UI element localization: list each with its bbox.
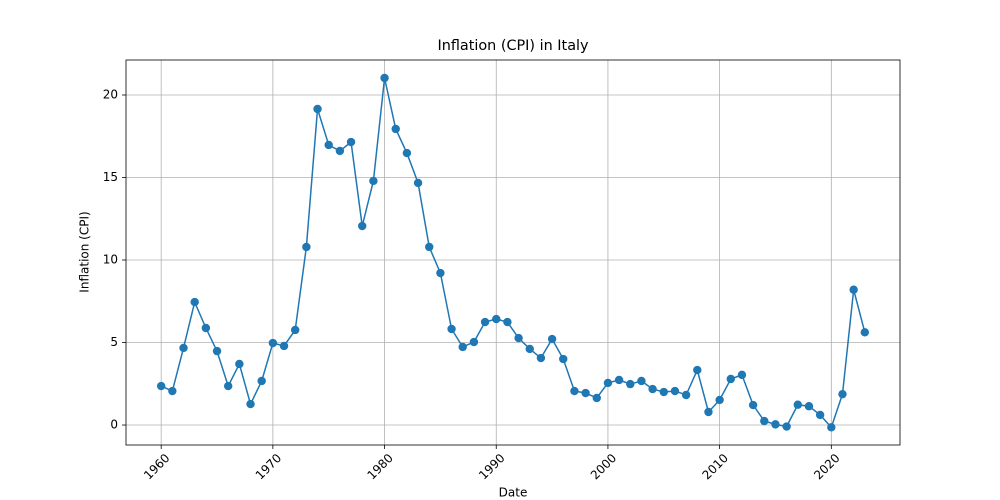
- marker: [413, 178, 423, 188]
- marker: [212, 346, 222, 356]
- marker: [324, 140, 333, 150]
- marker: [626, 379, 635, 389]
- marker: [793, 400, 803, 409]
- line: [160, 77, 866, 429]
- marker: [302, 242, 311, 252]
- x-tick-label: 1970: [253, 451, 284, 482]
- marker: [737, 370, 747, 380]
- marker: [614, 375, 624, 385]
- chart-title: Inflation (CPI) in Italy: [437, 38, 589, 54]
- marker: [480, 317, 490, 327]
- marker: [536, 353, 546, 363]
- marker: [492, 314, 501, 324]
- y-tick-label: 10: [103, 253, 118, 267]
- marker: [715, 395, 724, 405]
- marker: [235, 359, 244, 369]
- marker: [447, 324, 456, 334]
- marker: [681, 390, 691, 400]
- marker: [559, 354, 568, 364]
- marker: [659, 387, 668, 397]
- marker: [771, 420, 780, 429]
- marker: [748, 400, 758, 410]
- marker: [726, 374, 735, 384]
- marker: [525, 344, 534, 354]
- marker: [860, 328, 870, 337]
- marker: [313, 104, 322, 114]
- marker: [827, 423, 836, 432]
- marker: [358, 221, 367, 231]
- marker: [369, 176, 378, 186]
- marker: [346, 137, 356, 147]
- marker: [279, 341, 289, 351]
- marker: [168, 386, 177, 396]
- marker: [335, 146, 345, 156]
- marker: [704, 407, 713, 417]
- marker: [156, 381, 166, 391]
- y-axis-label: Inflation (CPI): [78, 211, 92, 292]
- marker: [201, 323, 211, 333]
- marker: [514, 333, 523, 343]
- marker: [380, 73, 389, 83]
- marker: [648, 384, 657, 394]
- y-tick-label: 15: [103, 170, 118, 184]
- x-tick-label: 1980: [364, 451, 395, 482]
- marker: [223, 381, 233, 391]
- x-tick-label: 1990: [476, 451, 507, 482]
- marker: [603, 378, 613, 388]
- marker: [425, 242, 434, 252]
- x-tick-label: 2020: [811, 451, 842, 482]
- marker: [268, 338, 278, 348]
- marker: [402, 148, 412, 158]
- marker: [693, 365, 702, 375]
- marker: [246, 399, 255, 409]
- marker: [670, 386, 680, 396]
- marker: [760, 416, 769, 426]
- marker: [436, 268, 445, 278]
- x-tick-label: 2010: [700, 451, 731, 482]
- marker: [570, 386, 579, 396]
- marker: [782, 422, 791, 431]
- marker: [592, 393, 601, 403]
- x-tick-label: 1960: [141, 451, 172, 482]
- y-tick-label: 0: [110, 418, 118, 432]
- marker: [458, 342, 467, 352]
- y-tick-label: 20: [103, 87, 118, 101]
- marker: [637, 376, 646, 386]
- marker: [257, 376, 266, 386]
- x-tick-label: 2000: [588, 451, 619, 482]
- marker: [849, 285, 858, 294]
- marker: [190, 297, 199, 307]
- marker: [469, 337, 479, 347]
- marker: [503, 317, 512, 327]
- marker: [838, 389, 847, 399]
- marker: [179, 343, 188, 353]
- marker: [547, 334, 557, 344]
- marker: [815, 410, 825, 420]
- y-tick-label: 5: [110, 335, 118, 349]
- marker: [804, 402, 814, 411]
- x-axis-label: Date: [499, 486, 528, 500]
- plot-frame: [125, 59, 901, 446]
- marker: [391, 124, 400, 134]
- marker: [291, 325, 300, 335]
- marker: [581, 388, 590, 398]
